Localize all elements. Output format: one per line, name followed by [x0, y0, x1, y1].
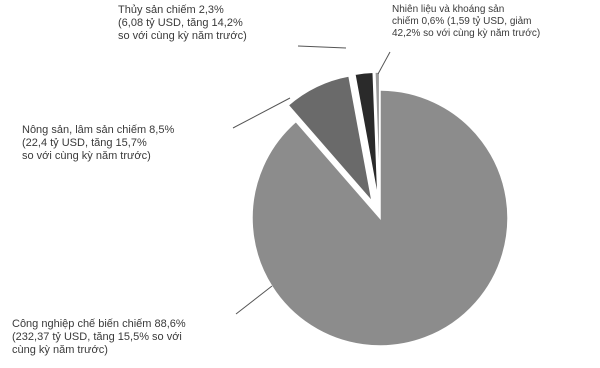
leader-cong-nghiep [235, 285, 273, 315]
pie-slice-thuy-san [353, 71, 379, 201]
pie-slice-nong-san [287, 75, 374, 205]
pie-slice-nhien-lieu [374, 71, 381, 201]
annotation-nhien-lieu: Nhiên liệu và khoáng sản chiếm 0,6% (1,5… [392, 4, 541, 39]
leader-nong-san [232, 97, 291, 129]
leader-nhien-lieu [377, 51, 391, 75]
annotation-thuy-san: Thủy sản chiếm 2,3% (6,08 tỷ USD, tăng 1… [118, 4, 247, 42]
annotation-nong-san: Nông sản, lâm sản chiếm 8,5% (22,4 tỷ US… [22, 124, 175, 162]
pie-slice-cong-nghiep [251, 89, 509, 347]
annotation-cong-nghiep: Công nghiệp chế biến chiếm 88,6% (232,37… [12, 318, 186, 356]
leader-thuy-san [297, 45, 347, 49]
